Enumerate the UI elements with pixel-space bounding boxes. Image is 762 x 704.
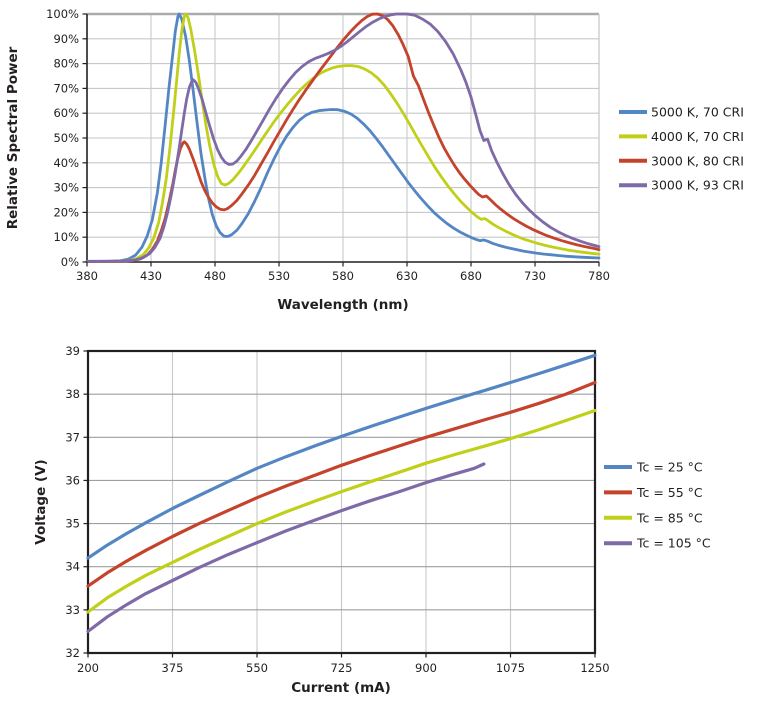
y-tick-label: 36 [65,473,80,487]
legend-item: Tc = 25 °C [604,460,703,475]
series-line-tc-25-c [86,353,597,560]
series-line-tc-85-c [86,408,597,614]
y-tick-label: 37 [65,430,80,444]
x-tick-label: 1250 [580,661,609,675]
y-axis-title: Relative Spectral Power [5,46,21,229]
voltage-current-plot: 200 375 550 725 900 1075 1250 32 33 34 35 36 37 38 39 C… [33,344,711,696]
x-tick-label: 550 [246,661,268,675]
y-tick-label: 33 [65,603,80,617]
legend-item: Tc = 55 °C [604,485,703,500]
x-tick-label: 730 [524,269,546,283]
legend-label: 5000 K, 70 CRI [651,105,744,120]
x-tick-label: 375 [162,661,184,675]
y-tick-label: 70% [53,81,79,95]
legend-item: 5000 K, 70 CRI [619,105,744,120]
x-tick-label: 530 [268,269,290,283]
y-tick-label: 60% [53,106,79,120]
series-line-5000-k-70-cri [85,12,601,263]
y-tick-label: 20% [53,205,79,219]
y-tick-label: 30% [53,181,79,195]
legend-item: Tc = 105 °C [604,536,711,551]
x-tick-label: 580 [332,269,354,283]
x-tick-label: 1075 [496,661,525,675]
legend-item: 3000 K, 93 CRI [619,178,744,193]
legend-item: 4000 K, 70 CRI [619,129,744,144]
y-tick-label: 38 [65,387,80,401]
y-tick-label: 34 [65,560,80,574]
x-axis-title: Wavelength (nm) [277,297,408,313]
y-tick-label: 0% [61,255,79,269]
legend-label: Tc = 105 °C [636,536,711,551]
y-tick-label: 39 [65,344,80,358]
y-tick-label: 10% [53,230,79,244]
x-tick-label: 430 [140,269,162,283]
x-tick-label: 380 [76,269,98,283]
x-tick-label: 680 [460,269,482,283]
y-tick-label: 90% [53,32,79,46]
x-axis-title: Current (mA) [291,680,391,696]
y-tick-label: 35 [65,517,80,531]
series-line-3000-k-80-cri [85,12,601,263]
legend-item: 3000 K, 80 CRI [619,153,744,168]
spectral-power-distribution-chart: 380 430 480 530 580 630 680 730 780 0% 10% 20% 30% 40… [0,0,762,330]
spectral-power-plot: 380 430 480 530 580 630 680 730 780 0% 10% 20% 30% 40… [5,7,744,313]
legend-label: Tc = 25 °C [636,460,703,475]
series-line-tc-55-c [86,380,597,588]
legend-item: Tc = 85 °C [604,510,703,525]
voltage-current-chart: 200 375 550 725 900 1075 1250 32 33 34 35 36 37 38 39 C… [0,330,762,704]
legend-label: 3000 K, 93 CRI [651,178,744,193]
x-tick-label: 630 [396,269,418,283]
y-tick-label: 32 [65,646,80,660]
series-line-tc-105-c [86,462,486,633]
x-tick-label: 780 [588,269,610,283]
legend-label: Tc = 85 °C [636,510,703,525]
y-tick-label: 100% [46,7,79,21]
x-tick-label: 480 [204,269,226,283]
legend-label: Tc = 55 °C [636,485,703,500]
series-line-4000-k-70-cri [85,12,601,263]
x-tick-label: 725 [331,661,353,675]
y-tick-label: 50% [53,131,79,145]
legend-label: 3000 K, 80 CRI [651,153,744,168]
y-tick-label: 80% [53,57,79,71]
series-line-3000-k-93-cri [85,12,601,263]
legend-label: 4000 K, 70 CRI [651,129,744,144]
y-tick-label: 40% [53,156,79,170]
x-tick-label: 900 [415,661,437,675]
x-tick-label: 200 [77,661,99,675]
y-axis-title: Voltage (V) [33,459,49,544]
